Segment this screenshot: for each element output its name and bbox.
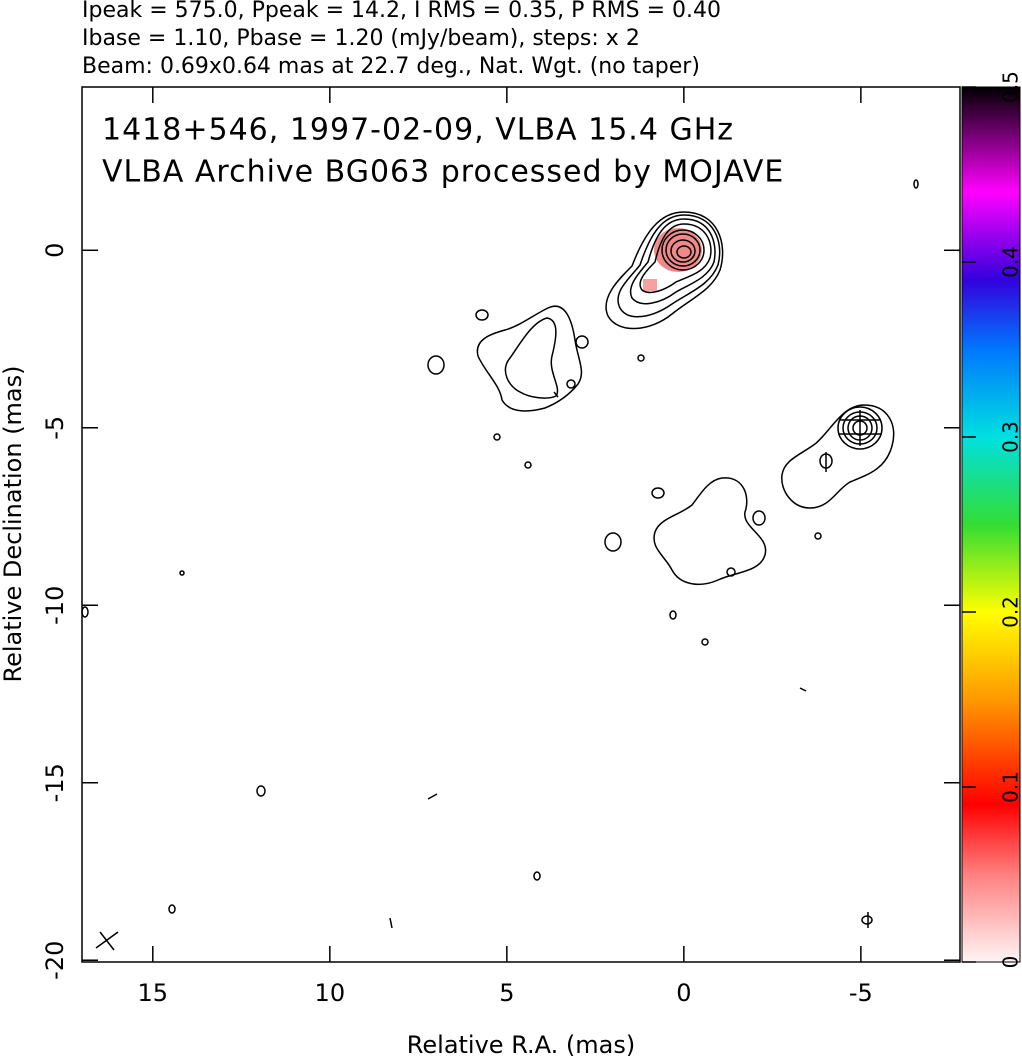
x-tick-label: 0 — [676, 979, 691, 1007]
chart-subtitle: VLBA Archive BG063 processed by MOJAVE — [102, 155, 784, 190]
y-tick-label: 0 — [41, 243, 69, 258]
colorbar-tick-label: 0 — [999, 956, 1022, 969]
y-tick-label: -10 — [41, 586, 69, 625]
colorbar-tick-label: 0.2 — [999, 596, 1022, 628]
header-line: Beam: 0.69x0.64 mas at 22.7 deg., Nat. W… — [82, 54, 700, 79]
pol-intensity — [643, 279, 657, 291]
contours — [81, 179, 919, 951]
colorbar-tick-label: 0.1 — [999, 771, 1022, 803]
x-tick-label: -5 — [849, 979, 873, 1007]
colorbar-tick-label: 0.4 — [999, 246, 1022, 278]
plot-frame — [81, 86, 961, 963]
chart-title: 1418+546, 1997-02-09, VLBA 15.4 GHz — [102, 113, 734, 148]
header-line: Ipeak = 575.0, Ppeak = 14.2, I RMS = 0.3… — [82, 0, 721, 23]
header-line: Ibase = 1.10, Pbase = 1.20 (mJy/beam), s… — [82, 26, 640, 51]
colorbar — [962, 87, 1020, 962]
y-tick-label: -20 — [41, 941, 69, 980]
colorbar-tick-label: 0.5 — [999, 71, 1022, 103]
x-axis-label: Relative R.A. (mas) — [407, 1031, 635, 1059]
colorbar-tick-label: 0.3 — [999, 421, 1022, 453]
y-tick-label: -5 — [41, 416, 69, 440]
x-tick-label: 15 — [138, 979, 169, 1007]
y-axis-label: Relative Declination (mas) — [0, 365, 27, 682]
x-tick-label: 10 — [315, 979, 346, 1007]
x-tick-label: 5 — [499, 979, 514, 1007]
colorbar-frame — [961, 86, 1021, 963]
y-tick-label: -15 — [41, 763, 69, 802]
